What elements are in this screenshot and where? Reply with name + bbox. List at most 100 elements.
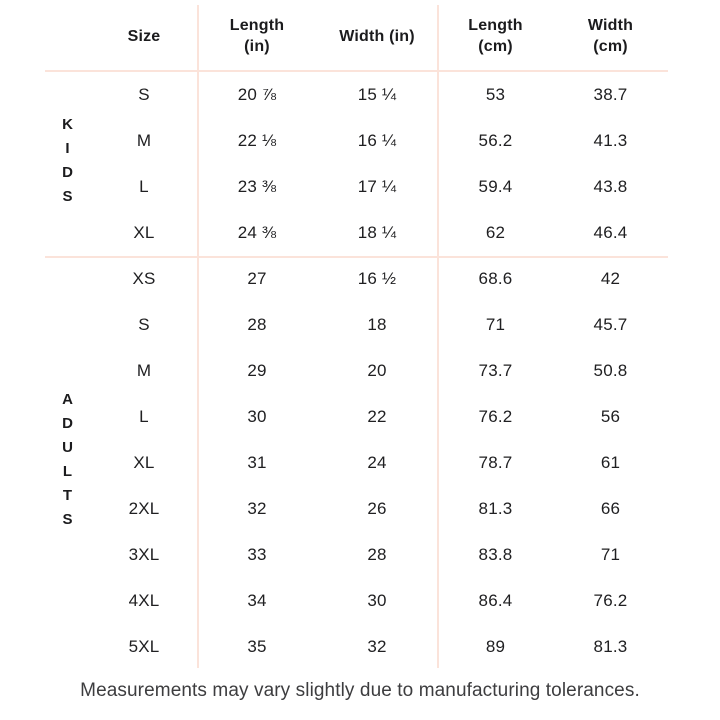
header-length-cm: Length (cm) <box>438 0 553 72</box>
length-in-cell: 28 <box>247 315 267 334</box>
header-length-in-line2: (in) <box>244 38 270 55</box>
table-row: S 20 ⅞ 15 ¼ 53 38.7 <box>45 72 668 118</box>
size-cell: XL <box>133 223 155 242</box>
length-cm-cell: 78.7 <box>478 453 513 472</box>
length-cm-cell: 71 <box>485 315 506 334</box>
length-in-cell: 35 <box>247 637 267 656</box>
width-cm-cell: 43.8 <box>593 177 628 196</box>
adults-section: ADULTS XS 27 16 ½ 68.6 42 S 28 18 71 45.… <box>45 256 668 670</box>
size-cell: M <box>136 361 152 380</box>
length-in-cell: 27 <box>247 269 267 288</box>
length-in-cell: 20 ⅞ <box>237 85 277 104</box>
width-in-cell: 24 <box>367 453 387 472</box>
width-cm-cell: 45.7 <box>593 315 628 334</box>
tolerance-note: Measurements may vary slightly due to ma… <box>80 680 640 701</box>
table-header-row: Size Length (in) Width (in) Length (cm) … <box>45 0 668 72</box>
length-cm-cell: 62 <box>485 223 506 242</box>
header-length-in-line1: Length <box>229 17 285 34</box>
width-cm-cell: 76.2 <box>593 591 628 610</box>
width-in-cell: 18 ¼ <box>357 223 397 242</box>
length-in-cell: 31 <box>247 453 267 472</box>
width-in-cell: 32 <box>367 637 387 656</box>
size-cell: S <box>138 85 150 104</box>
adults-rows: XS 27 16 ½ 68.6 42 S 28 18 71 45.7 M 29 … <box>45 256 668 670</box>
size-cell: 3XL <box>128 545 160 564</box>
column-divider-left <box>197 5 199 668</box>
width-cm-cell: 71 <box>600 545 621 564</box>
kids-rows: S 20 ⅞ 15 ¼ 53 38.7 M 22 ⅛ 16 ¼ 56.2 41.… <box>45 72 668 256</box>
section-divider-line <box>45 256 668 258</box>
column-divider-right <box>437 5 439 668</box>
table-row: XS 27 16 ½ 68.6 42 <box>45 256 668 302</box>
size-cell: 4XL <box>128 591 160 610</box>
length-cm-cell: 73.7 <box>478 361 513 380</box>
length-in-cell: 30 <box>247 407 267 426</box>
size-cell: XS <box>132 269 156 288</box>
width-in-cell: 15 ¼ <box>357 85 397 104</box>
length-in-cell: 22 ⅛ <box>237 131 277 150</box>
size-cell: M <box>136 131 152 150</box>
width-cm-cell: 56 <box>600 407 621 426</box>
width-in-cell: 28 <box>367 545 387 564</box>
size-cell: 2XL <box>128 499 160 518</box>
width-in-cell: 16 ½ <box>357 269 397 288</box>
header-width-cm-line2: (cm) <box>593 38 628 55</box>
table-row: 5XL 35 32 89 81.3 <box>45 624 668 670</box>
table-row: 2XL 32 26 81.3 66 <box>45 486 668 532</box>
header-width-in: Width (in) <box>316 0 438 72</box>
header-size: Size <box>90 0 198 72</box>
width-cm-cell: 66 <box>600 499 621 518</box>
size-cell: S <box>138 315 150 334</box>
width-in-cell: 17 ¼ <box>357 177 397 196</box>
adults-group-label: ADULTS <box>59 391 76 535</box>
header-width-cm: Width (cm) <box>553 0 668 72</box>
size-cell: 5XL <box>128 637 160 656</box>
width-cm-cell: 81.3 <box>593 637 628 656</box>
table-row: L 30 22 76.2 56 <box>45 394 668 440</box>
size-cell: L <box>139 407 149 426</box>
table-row: 4XL 34 30 86.4 76.2 <box>45 578 668 624</box>
length-cm-cell: 53 <box>485 85 506 104</box>
length-cm-cell: 59.4 <box>478 177 513 196</box>
length-cm-cell: 83.8 <box>478 545 513 564</box>
length-in-cell: 23 ⅜ <box>237 177 277 196</box>
length-in-cell: 24 ⅜ <box>237 223 277 242</box>
length-cm-cell: 56.2 <box>478 131 513 150</box>
header-spacer <box>45 0 90 72</box>
length-cm-cell: 89 <box>485 637 506 656</box>
width-in-cell: 30 <box>367 591 387 610</box>
length-in-cell: 32 <box>247 499 267 518</box>
size-cell: XL <box>133 453 155 472</box>
width-cm-cell: 46.4 <box>593 223 628 242</box>
length-in-cell: 29 <box>247 361 267 380</box>
table-row: M 22 ⅛ 16 ¼ 56.2 41.3 <box>45 118 668 164</box>
header-divider-line <box>45 70 668 72</box>
width-in-cell: 18 <box>367 315 387 334</box>
width-in-cell: 20 <box>367 361 387 380</box>
table-row: S 28 18 71 45.7 <box>45 302 668 348</box>
table-row: L 23 ⅜ 17 ¼ 59.4 43.8 <box>45 164 668 210</box>
size-chart-table: Size Length (in) Width (in) Length (cm) … <box>45 0 668 672</box>
length-in-cell: 34 <box>247 591 267 610</box>
header-length-in: Length (in) <box>198 0 316 72</box>
width-cm-cell: 38.7 <box>593 85 628 104</box>
header-width-cm-line1: Width <box>587 17 634 34</box>
size-cell: L <box>139 177 149 196</box>
length-cm-cell: 76.2 <box>478 407 513 426</box>
kids-section: KIDS S 20 ⅞ 15 ¼ 53 38.7 M 22 ⅛ 16 ¼ 56.… <box>45 72 668 256</box>
length-cm-cell: 68.6 <box>478 269 513 288</box>
width-cm-cell: 61 <box>600 453 621 472</box>
width-cm-cell: 50.8 <box>593 361 628 380</box>
table-row: 3XL 33 28 83.8 71 <box>45 532 668 578</box>
header-length-cm-line2: (cm) <box>478 38 513 55</box>
width-in-cell: 26 <box>367 499 387 518</box>
width-in-cell: 22 <box>367 407 387 426</box>
header-width-in-label: Width (in) <box>339 27 415 45</box>
width-in-cell: 16 ¼ <box>357 131 397 150</box>
width-cm-cell: 41.3 <box>593 131 628 150</box>
width-cm-cell: 42 <box>600 269 621 288</box>
length-in-cell: 33 <box>247 545 267 564</box>
length-cm-cell: 86.4 <box>478 591 513 610</box>
table-row: XL 24 ⅜ 18 ¼ 62 46.4 <box>45 210 668 256</box>
